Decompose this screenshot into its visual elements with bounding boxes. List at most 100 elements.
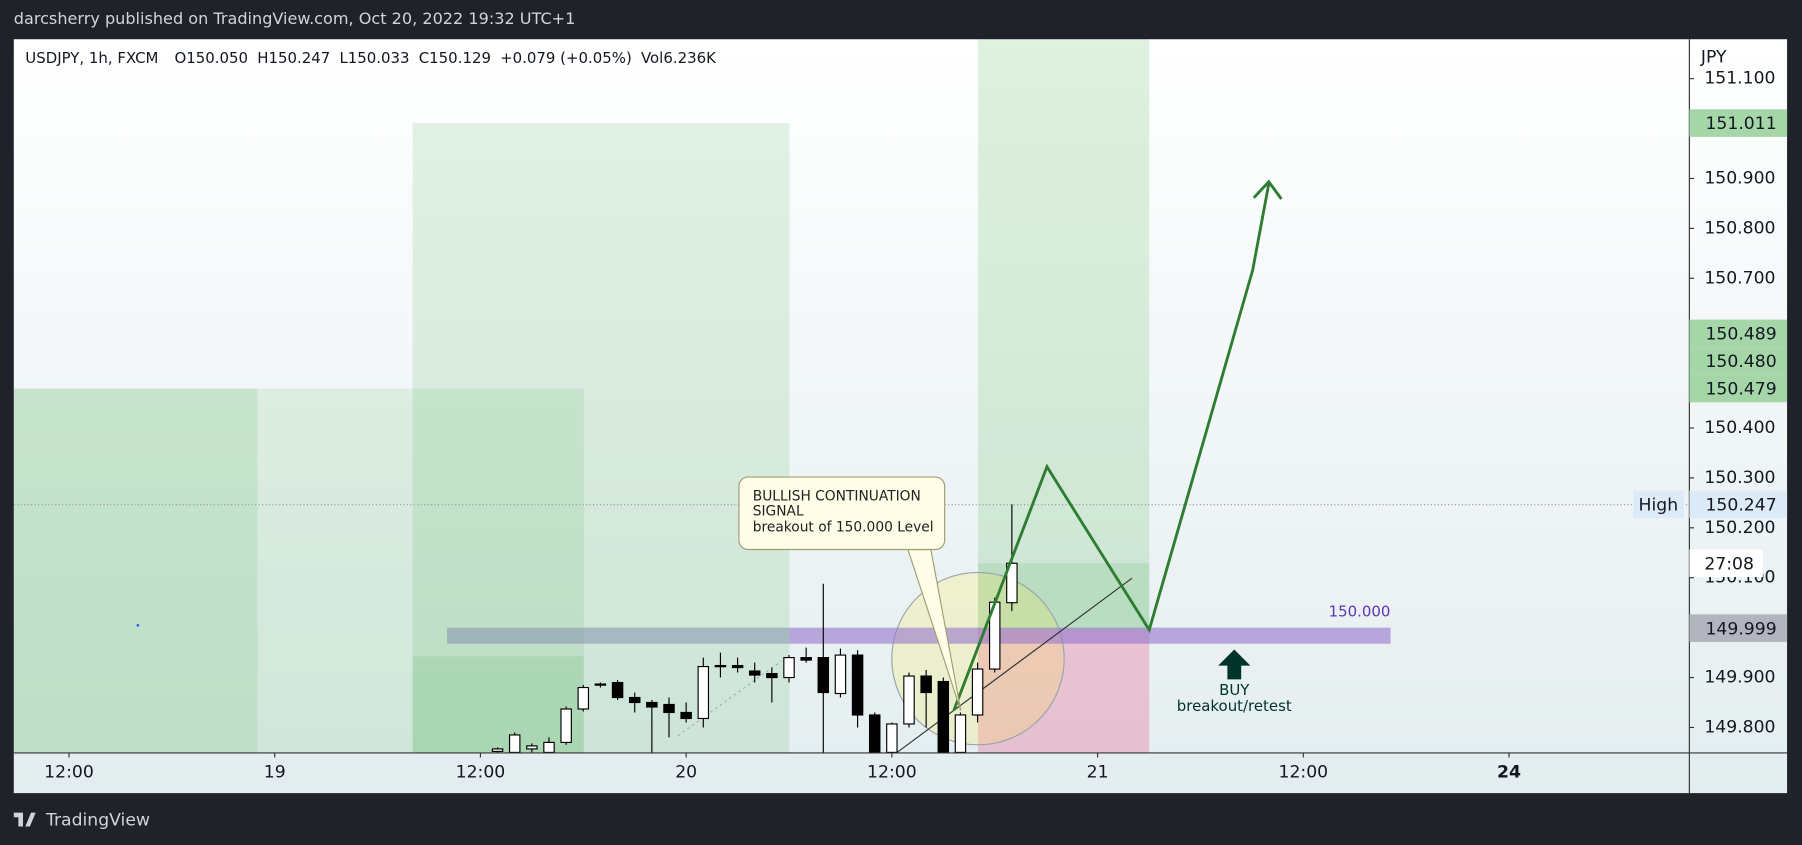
callout-box bbox=[738, 476, 946, 551]
legend-item: H150.247 bbox=[257, 49, 330, 67]
candle-body bbox=[800, 657, 812, 661]
buy-sublabel: breakout/retest bbox=[1177, 697, 1292, 715]
brand-logo bbox=[13, 812, 36, 827]
candle-body bbox=[526, 745, 538, 750]
y-tick-label: 150.400 bbox=[1704, 418, 1775, 438]
price-label-bg bbox=[1689, 614, 1788, 642]
candle-body bbox=[560, 708, 572, 743]
price-label-bg bbox=[1689, 109, 1788, 137]
brand: TradingView bbox=[45, 811, 150, 831]
axes: 151.100 150.900 150.800 150.700 150.400 150.3… bbox=[44, 69, 1788, 782]
callout-text: breakout of 150.000 Level bbox=[753, 520, 934, 536]
candle-body bbox=[954, 714, 967, 753]
candle-body bbox=[920, 675, 932, 694]
candle-body bbox=[937, 680, 950, 753]
legend-item: USDJPY, 1h, FXCM bbox=[25, 49, 158, 67]
buy-label: BUY bbox=[1219, 681, 1250, 699]
level-label: 150.000 bbox=[1329, 603, 1391, 621]
zone-rect bbox=[257, 388, 584, 753]
price-label: 151.011 bbox=[1705, 114, 1776, 134]
price-label-bg bbox=[1689, 490, 1788, 519]
y-tick-label: 150.300 bbox=[1704, 468, 1775, 488]
projection-arrowhead bbox=[1252, 179, 1283, 200]
x-tick-label: 12:00 bbox=[1278, 762, 1328, 782]
price-label: 150.489 bbox=[1705, 325, 1776, 345]
candle-body bbox=[868, 714, 881, 753]
candles bbox=[491, 504, 1018, 753]
callout-text: SIGNAL bbox=[753, 504, 804, 520]
zone-rect bbox=[412, 656, 584, 753]
price-label: 150.247 bbox=[1705, 496, 1776, 516]
level-zone bbox=[789, 627, 1391, 644]
candle-body bbox=[577, 686, 590, 710]
candle-body bbox=[611, 681, 624, 699]
drawings bbox=[13, 39, 1690, 753]
currency: JPY bbox=[1700, 48, 1727, 68]
price-label: 150.479 bbox=[1705, 380, 1776, 400]
candle-body bbox=[697, 665, 710, 720]
candle-body bbox=[594, 683, 607, 686]
chart-area bbox=[13, 39, 1788, 794]
candle-body bbox=[971, 668, 984, 716]
y-tick-label: 149.900 bbox=[1704, 668, 1775, 688]
candle-body bbox=[680, 711, 692, 720]
publish-info: darcsherry published on TradingView.com,… bbox=[14, 9, 576, 28]
projection-path bbox=[952, 183, 1271, 711]
candle-body bbox=[766, 672, 778, 679]
candle-body bbox=[886, 723, 898, 753]
candle-body bbox=[663, 703, 675, 714]
legend-item: C150.129 bbox=[419, 49, 491, 67]
buy-arrow bbox=[1218, 649, 1251, 680]
callout-text: BULLISH CONTINUATION bbox=[753, 489, 921, 505]
candle-body bbox=[851, 654, 864, 716]
candle-body bbox=[731, 664, 744, 669]
legend-item: Vol6.236K bbox=[641, 49, 717, 67]
candle-body bbox=[508, 734, 521, 753]
target-rect bbox=[977, 39, 1150, 630]
y-tick-label: 150.900 bbox=[1704, 168, 1775, 188]
high-badge bbox=[1633, 490, 1684, 519]
y-tick-label: 149.800 bbox=[1704, 717, 1775, 737]
zone-rect bbox=[412, 123, 790, 753]
symbol-legend: USDJPY, 1h, FXCM O150.050 H150.247 L150.033… bbox=[25, 49, 717, 67]
x-tick-label: 12:00 bbox=[44, 762, 94, 782]
price-label: 149.999 bbox=[1705, 619, 1776, 639]
candle-body bbox=[834, 654, 847, 695]
legend-item: +0.079 (+0.05%) bbox=[500, 49, 632, 67]
trend-line bbox=[677, 660, 782, 737]
high-badge-text: High bbox=[1639, 496, 1679, 516]
candle-body bbox=[1006, 562, 1018, 604]
price-label: 150.480 bbox=[1705, 352, 1776, 372]
candle-body bbox=[543, 741, 555, 753]
level-zone bbox=[447, 627, 790, 644]
y-tick-label: 150.700 bbox=[1704, 268, 1775, 288]
x-tick-label: 20 bbox=[675, 762, 697, 782]
x-tick-label: 24 bbox=[1497, 762, 1521, 782]
dot bbox=[136, 623, 140, 627]
price-label-bg bbox=[1689, 347, 1788, 375]
x-tick-label: 12:00 bbox=[867, 762, 917, 782]
candle-body bbox=[817, 657, 830, 694]
candle-body bbox=[748, 670, 761, 676]
price-label-bg bbox=[1689, 319, 1788, 348]
legend-item: L150.033 bbox=[339, 49, 409, 67]
y-tick-label: 150.200 bbox=[1704, 518, 1775, 538]
x-tick-label: 19 bbox=[264, 762, 286, 782]
countdown-bg bbox=[1689, 549, 1763, 578]
candle-body bbox=[903, 675, 915, 725]
candle-body bbox=[646, 701, 658, 708]
candle-body bbox=[783, 657, 795, 679]
y-tick-label: 150.800 bbox=[1704, 218, 1775, 238]
y-tick-label: 151.100 bbox=[1704, 69, 1775, 89]
countdown: 27:08 bbox=[1704, 554, 1754, 574]
trend-line bbox=[896, 577, 1133, 753]
candle-body bbox=[491, 748, 504, 752]
price-label-bg bbox=[1689, 374, 1788, 403]
x-tick-label: 21 bbox=[1087, 762, 1109, 782]
legend-item: O150.050 bbox=[175, 49, 249, 67]
x-tick-label: 12:00 bbox=[456, 762, 506, 782]
candle-body bbox=[628, 696, 641, 704]
zone-rect bbox=[13, 388, 258, 753]
